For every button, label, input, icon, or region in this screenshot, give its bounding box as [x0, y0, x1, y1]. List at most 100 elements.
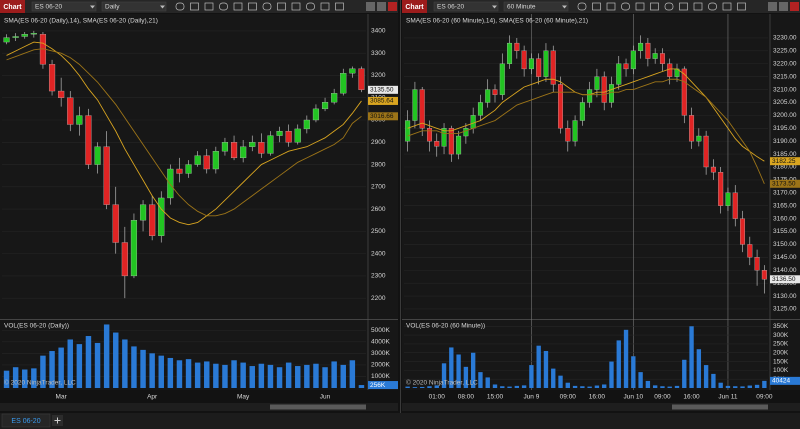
window-button[interactable] — [779, 2, 788, 11]
candle-body — [696, 135, 702, 142]
toolbar-icon[interactable] — [277, 2, 286, 11]
volume-bar — [213, 363, 219, 388]
y-tick-label: 3195.00 — [773, 125, 797, 132]
toolbar-icon[interactable] — [219, 2, 228, 11]
y-tick-label: 3215.00 — [773, 73, 797, 80]
candle-body — [312, 108, 320, 121]
volume-bar — [58, 347, 64, 388]
candle-body — [492, 89, 498, 95]
volume-bar — [49, 351, 55, 388]
volume-bar — [529, 365, 534, 388]
candle-body — [130, 220, 138, 277]
toolbar-icon[interactable] — [621, 2, 630, 11]
interval-selector[interactable] — [101, 1, 167, 12]
volume-bar — [733, 386, 738, 388]
candle-body — [514, 42, 520, 51]
y-tick-label: 2000K — [371, 362, 390, 369]
y-tick-label: 3220.00 — [773, 60, 797, 67]
volume-bar — [3, 370, 10, 388]
toolbar-icon[interactable] — [708, 2, 717, 11]
x-tick-label: 01:00 — [429, 394, 446, 401]
instrument[interactable]: ES 06-20 — [35, 4, 62, 11]
y-tick-label: 3185.00 — [773, 151, 797, 158]
instrument-selector[interactable] — [433, 1, 499, 12]
scrollbar-thumb[interactable] — [270, 404, 366, 410]
candle-body — [550, 50, 556, 85]
toolbar-icon[interactable] — [722, 2, 732, 11]
candle-body — [149, 204, 156, 236]
x-tick-label: 09:00 — [654, 394, 671, 401]
x-tick-label: Jun 10 — [624, 394, 644, 401]
volume-bar — [349, 360, 356, 388]
toolbar-icon[interactable] — [737, 2, 746, 11]
volume-bar — [103, 324, 110, 388]
toolbar-icon[interactable] — [248, 2, 257, 11]
x-tick-label: Jun 11 — [718, 394, 737, 401]
candle-body — [267, 135, 274, 154]
y-tick-label: 2200 — [371, 295, 386, 302]
toolbar-icon[interactable] — [335, 2, 344, 11]
volume-bar — [231, 360, 237, 388]
toolbar-icon[interactable] — [262, 2, 272, 11]
price-marker-label: 3135.50 — [370, 87, 394, 94]
toolbar-icon[interactable] — [190, 2, 199, 11]
y-tick-label: 2500 — [371, 228, 386, 235]
volume-bar — [295, 366, 301, 388]
toolbar-icon[interactable] — [606, 2, 616, 11]
chart-badge — [402, 0, 427, 13]
instrument-selector[interactable] — [31, 1, 97, 12]
x-tick-label: 09:00 — [756, 394, 773, 401]
toolbar-icon[interactable] — [693, 2, 703, 11]
volume-bar — [725, 385, 731, 388]
window-button[interactable] — [388, 2, 397, 11]
price-panel — [0, 14, 398, 320]
volume-bar — [358, 385, 365, 388]
toolbar-icon[interactable] — [233, 2, 243, 11]
toolbar-icon[interactable] — [320, 2, 330, 11]
volume-bar — [638, 372, 643, 388]
candle-body — [321, 102, 329, 110]
volume-bar — [718, 382, 723, 388]
tab[interactable] — [1, 413, 51, 428]
price-marker — [368, 85, 398, 94]
toolbar-icon[interactable] — [664, 2, 674, 11]
scrollbar-thumb[interactable] — [672, 404, 768, 410]
toolbar-icon[interactable] — [204, 2, 214, 11]
y-tick-label: 3140.00 — [773, 267, 797, 274]
toolbar-icon[interactable] — [306, 2, 315, 11]
volume-bar — [747, 385, 752, 388]
y-tick-label: 3150.00 — [773, 241, 797, 248]
window-button[interactable] — [377, 2, 386, 11]
candle-body — [616, 63, 622, 85]
tab-bar — [0, 413, 800, 429]
toolbar-icon[interactable] — [635, 2, 645, 11]
window-button[interactable] — [790, 2, 799, 11]
candle-body — [681, 68, 687, 116]
candle-body — [689, 115, 695, 142]
window-button[interactable] — [366, 2, 375, 11]
toolbar-icon[interactable] — [650, 2, 659, 11]
y-tick-label: 3300 — [371, 50, 386, 57]
instrument[interactable]: ES 06-20 — [437, 4, 464, 11]
toolbar-icon[interactable] — [577, 2, 587, 11]
toolbar-icon[interactable] — [592, 2, 601, 11]
y-tick-label: 3200.00 — [773, 112, 797, 119]
toolbar-icon[interactable] — [679, 2, 688, 11]
toolbar-icon[interactable] — [291, 2, 301, 11]
tab-label[interactable]: ES 06-20 — [11, 418, 40, 425]
candle-body — [536, 58, 542, 77]
candle-body — [456, 135, 462, 155]
interval-selector[interactable] — [503, 1, 569, 12]
interval[interactable]: Daily — [105, 4, 120, 11]
volume-bar — [631, 356, 636, 388]
toolbar-icon[interactable] — [175, 2, 185, 11]
interval[interactable]: 60 Minute — [507, 4, 536, 11]
window-button[interactable] — [768, 2, 777, 11]
sma-line — [6, 48, 362, 217]
candle-body — [194, 155, 201, 165]
dropdown-arrow — [492, 5, 497, 9]
sma-line — [6, 41, 362, 226]
y-tick-label: 3125.00 — [773, 306, 797, 313]
volume-bar — [463, 366, 469, 388]
volume-bar — [703, 365, 709, 388]
